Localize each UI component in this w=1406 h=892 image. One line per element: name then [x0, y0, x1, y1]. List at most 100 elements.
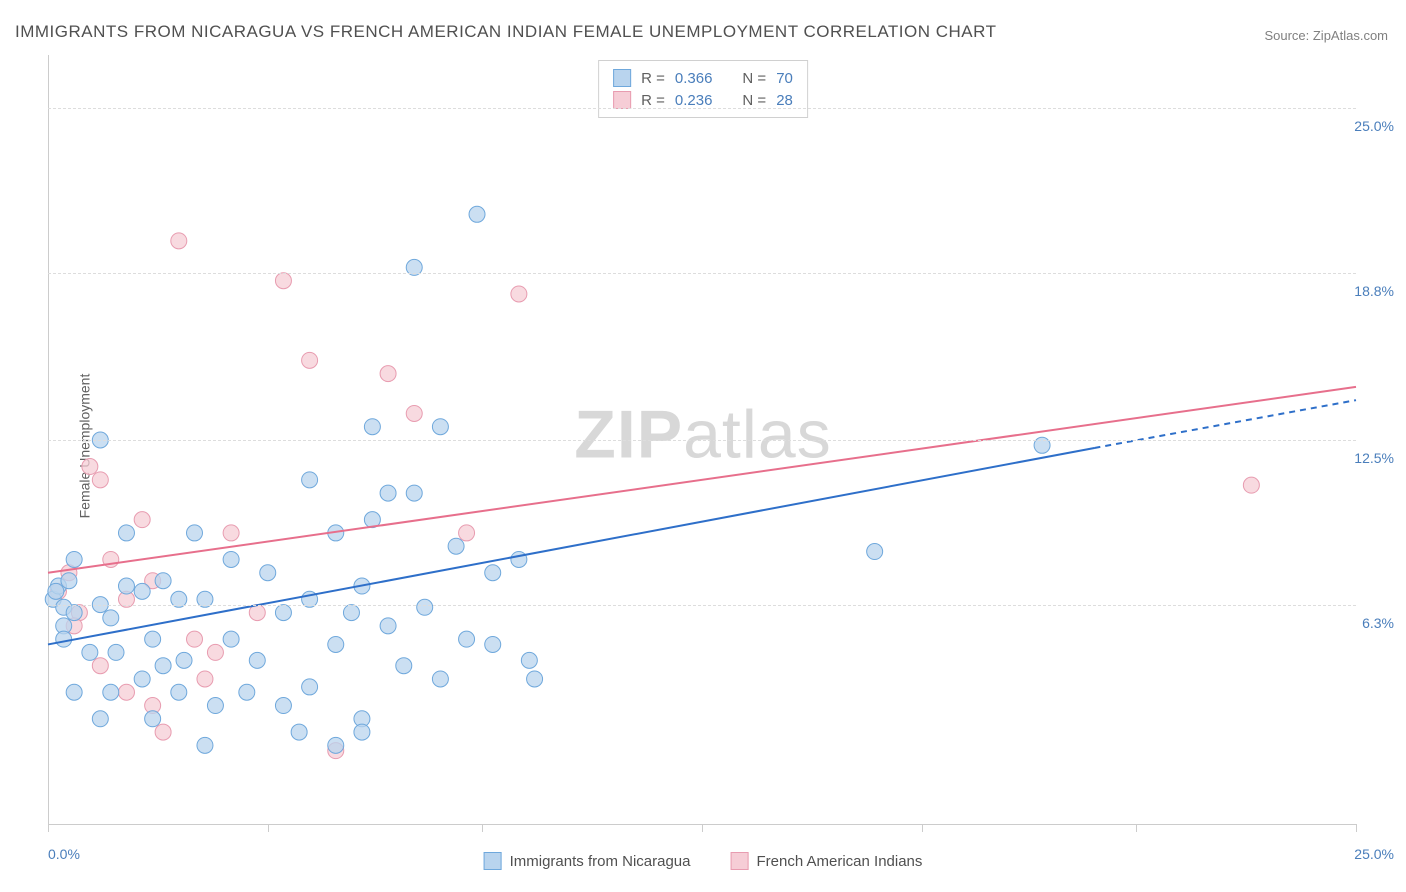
scatter-point: [511, 551, 527, 567]
n-label: N =: [742, 92, 766, 109]
scatter-point: [448, 538, 464, 554]
scatter-point: [155, 724, 171, 740]
scatter-point: [485, 565, 501, 581]
legend-swatch: [613, 91, 631, 109]
scatter-point: [1243, 477, 1259, 493]
scatter-point: [56, 631, 72, 647]
scatter-point: [249, 652, 265, 668]
r-value: 0.366: [675, 70, 713, 87]
n-label: N =: [742, 70, 766, 87]
scatter-point: [459, 525, 475, 541]
scatter-point: [155, 658, 171, 674]
scatter-point: [328, 737, 344, 753]
scatter-point: [469, 206, 485, 222]
gridline: [48, 273, 1356, 274]
scatter-point: [223, 631, 239, 647]
scatter-point: [527, 671, 543, 687]
x-tick-mark: [482, 824, 483, 832]
legend-series-item: French American Indians: [730, 852, 922, 870]
scatter-point: [118, 684, 134, 700]
y-tick-label: 25.0%: [1354, 118, 1394, 134]
legend-correlation-row: R = 0.366 N = 70: [613, 67, 793, 89]
scatter-point: [207, 698, 223, 714]
n-value: 70: [776, 70, 793, 87]
legend-correlation: R = 0.366 N = 70 R = 0.236 N = 28: [598, 60, 808, 118]
chart-container: IMMIGRANTS FROM NICARAGUA VS FRENCH AMER…: [0, 0, 1406, 892]
scatter-point: [92, 711, 108, 727]
scatter-point: [66, 684, 82, 700]
scatter-point: [118, 525, 134, 541]
scatter-point: [239, 684, 255, 700]
scatter-point: [275, 698, 291, 714]
scatter-point: [364, 419, 380, 435]
scatter-point: [145, 711, 161, 727]
legend-series-item: Immigrants from Nicaragua: [484, 852, 691, 870]
x-tick-mark: [1136, 824, 1137, 832]
scatter-point: [171, 684, 187, 700]
scatter-point: [103, 610, 119, 626]
scatter-point: [103, 684, 119, 700]
source-attribution: Source: ZipAtlas.com: [1264, 28, 1388, 43]
trend-line: [48, 448, 1094, 644]
scatter-point: [406, 485, 422, 501]
scatter-point: [343, 605, 359, 621]
scatter-point: [354, 724, 370, 740]
scatter-point: [145, 631, 161, 647]
legend-swatch: [613, 69, 631, 87]
x-tick-mark: [1356, 824, 1357, 832]
scatter-point: [66, 605, 82, 621]
scatter-point: [275, 273, 291, 289]
scatter-point: [186, 631, 202, 647]
scatter-point: [186, 525, 202, 541]
y-tick-label: 12.5%: [1354, 450, 1394, 466]
scatter-point: [432, 419, 448, 435]
scatter-point: [171, 233, 187, 249]
scatter-point: [82, 644, 98, 660]
scatter-point: [485, 636, 501, 652]
x-tick-mark: [268, 824, 269, 832]
scatter-point: [406, 405, 422, 421]
scatter-point: [521, 652, 537, 668]
legend-series-label: French American Indians: [756, 853, 922, 870]
scatter-point: [92, 472, 108, 488]
scatter-point: [511, 286, 527, 302]
gridline: [48, 440, 1356, 441]
scatter-point: [260, 565, 276, 581]
scatter-point: [108, 644, 124, 660]
scatter-point: [134, 512, 150, 528]
scatter-point: [417, 599, 433, 615]
legend-swatch: [730, 852, 748, 870]
scatter-point: [302, 352, 318, 368]
legend-series: Immigrants from Nicaragua French America…: [484, 852, 923, 870]
scatter-point: [48, 583, 64, 599]
legend-series-label: Immigrants from Nicaragua: [510, 853, 691, 870]
scatter-point: [302, 679, 318, 695]
scatter-point: [176, 652, 192, 668]
scatter-point: [66, 551, 82, 567]
r-label: R =: [641, 70, 665, 87]
x-tick-mark: [48, 824, 49, 832]
scatter-point: [223, 551, 239, 567]
scatter-point: [82, 459, 98, 475]
r-label: R =: [641, 92, 665, 109]
scatter-point: [61, 573, 77, 589]
scatter-point: [380, 366, 396, 382]
gridline: [48, 605, 1356, 606]
scatter-point: [459, 631, 475, 647]
y-tick-label: 18.8%: [1354, 283, 1394, 299]
legend-swatch: [484, 852, 502, 870]
scatter-point: [380, 485, 396, 501]
scatter-point: [134, 671, 150, 687]
scatter-point: [867, 544, 883, 560]
x-tick-mark: [702, 824, 703, 832]
scatter-point: [223, 525, 239, 541]
x-tick-label: 0.0%: [48, 846, 80, 862]
x-tick-mark: [922, 824, 923, 832]
scatter-point: [118, 578, 134, 594]
scatter-point: [302, 472, 318, 488]
scatter-point: [291, 724, 307, 740]
scatter-point: [197, 737, 213, 753]
scatter-point: [432, 671, 448, 687]
scatter-point: [155, 573, 171, 589]
scatter-point: [380, 618, 396, 634]
